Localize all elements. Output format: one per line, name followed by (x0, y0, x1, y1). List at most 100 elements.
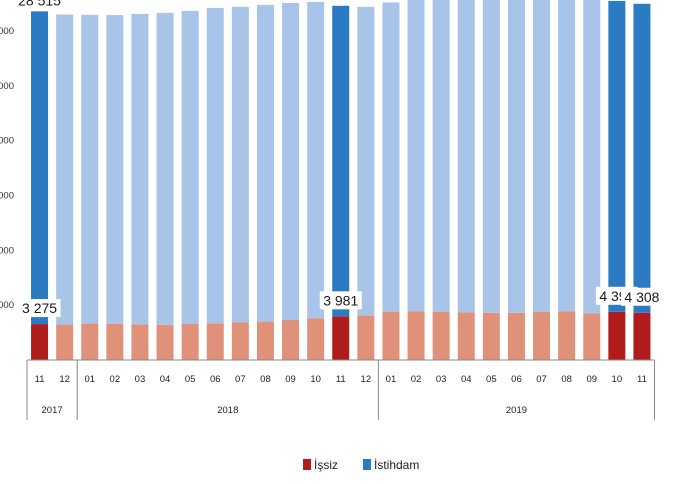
bar-employed (332, 5, 350, 317)
bar-employed (181, 10, 199, 325)
bar-employed (206, 7, 224, 324)
bar-unemployed (382, 311, 400, 360)
bar-unemployed (482, 312, 500, 360)
data-label-unemployed: 3 981 (323, 292, 358, 308)
x-tick-label: 05 (486, 374, 497, 385)
bar-employed (583, 0, 601, 314)
year-label: 2017 (42, 405, 63, 416)
data-label-unemployed: 4 308 (624, 289, 659, 305)
bar-unemployed (307, 318, 325, 360)
bar-employed (558, 0, 576, 312)
bar-employed (533, 0, 551, 312)
x-tick-label: 01 (386, 374, 397, 385)
bar-employed (633, 3, 651, 313)
bar-unemployed (608, 311, 626, 360)
y-axis: 000 000 000 000 000 000 (0, 26, 14, 311)
bar-unemployed (231, 322, 249, 360)
bar-unemployed (106, 323, 124, 360)
x-tick-label: 12 (361, 374, 372, 385)
legend-label: İstihdam (374, 458, 419, 472)
data-label-bg (18, 299, 61, 318)
x-tick-label: 08 (260, 374, 271, 385)
bar-unemployed (633, 312, 651, 360)
bar-unemployed (407, 311, 425, 360)
data-label-employed: 28 314 (319, 0, 362, 3)
bar-unemployed (206, 323, 224, 360)
y-tick-label: 000 (0, 81, 14, 92)
bar-unemployed (131, 324, 149, 360)
legend-label: İşsiz (314, 458, 338, 472)
bar-unemployed (256, 321, 274, 360)
bar-unemployed (558, 311, 576, 360)
bar-unemployed (583, 313, 601, 360)
bar-employed (156, 12, 174, 325)
x-tick-label: 09 (285, 374, 296, 385)
x-tick-label: 03 (135, 374, 146, 385)
x-tick-label: 11 (35, 374, 45, 385)
bar-employed (231, 6, 249, 323)
bar-employed (407, 0, 425, 312)
y-tick-label: 000 (0, 190, 14, 201)
bar-employed (256, 4, 274, 322)
legend: İşsiz İstihdam (303, 458, 419, 472)
bar-employed (81, 14, 99, 324)
y-tick-label: 000 (0, 245, 14, 256)
year-label: 2019 (506, 405, 527, 416)
data-label-unemployed: 3 275 (22, 300, 57, 316)
bars-layer (31, 0, 651, 360)
x-tick-label: 10 (612, 374, 623, 385)
bar-unemployed (457, 312, 475, 360)
x-tick-label: 05 (185, 374, 196, 385)
data-label-bg (620, 287, 663, 306)
y-tick-label: 000 (0, 26, 14, 37)
data-label-employed: 28 515 (18, 0, 61, 8)
x-tick-label: 01 (84, 374, 95, 385)
bar-unemployed (507, 312, 525, 360)
x-tick-label: 08 (561, 374, 572, 385)
data-label-bg (319, 291, 362, 310)
data-label-employed: 28 169 (621, 0, 664, 1)
bar-employed (307, 1, 325, 319)
bar-unemployed (533, 311, 551, 360)
bar-unemployed (432, 311, 450, 360)
bar-unemployed (81, 323, 99, 360)
legend-swatch (303, 459, 311, 470)
x-tick-label: 11 (336, 374, 346, 385)
x-tick-label: 02 (110, 374, 121, 385)
bar-unemployed (357, 315, 375, 360)
x-tick-label: 06 (210, 374, 221, 385)
x-tick-label: 10 (310, 374, 321, 385)
bar-unemployed (31, 324, 49, 360)
bar-employed (507, 0, 525, 313)
x-axis: 11 12 01 02 03 04 05 06 07 08 09 10 11 12 01 02 03 04 05 06… (26, 359, 655, 420)
bar-employed (56, 14, 74, 325)
bar-employed (482, 0, 500, 313)
bar-employed (106, 15, 124, 324)
x-tick-label: 02 (411, 374, 422, 385)
y-tick-label: 000 (0, 300, 14, 311)
x-tick-label: 04 (160, 374, 171, 385)
x-tick-label: 04 (461, 374, 472, 385)
x-tick-label: 07 (536, 374, 547, 385)
bar-employed (457, 0, 475, 313)
legend-swatch (363, 459, 371, 470)
y-tick-label: 000 (0, 136, 14, 147)
bar-employed (382, 2, 400, 312)
bar-unemployed (332, 316, 350, 360)
bar-employed (357, 6, 375, 316)
bar-unemployed (56, 324, 74, 360)
bar-employed (608, 0, 626, 312)
bar-unemployed (156, 324, 174, 360)
x-tick-label: 06 (511, 374, 522, 385)
x-tick-label: 11 (637, 374, 647, 385)
x-tick-label: 09 (586, 374, 597, 385)
bar-employed (282, 3, 300, 320)
bar-unemployed (282, 319, 300, 360)
x-tick-label: 07 (235, 374, 246, 385)
x-tick-label: 12 (59, 374, 70, 385)
year-label: 2018 (217, 405, 238, 416)
bar-employed (131, 13, 149, 325)
x-tick-label: 03 (436, 374, 447, 385)
